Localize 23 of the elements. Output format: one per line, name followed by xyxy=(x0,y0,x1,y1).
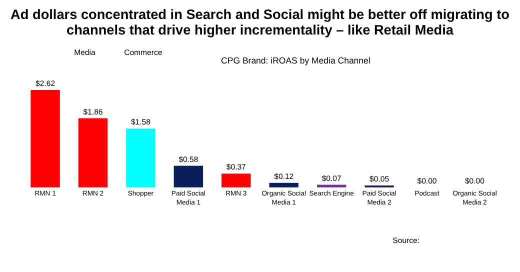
bar xyxy=(222,174,251,188)
text: Media xyxy=(74,48,96,57)
bar xyxy=(174,166,204,188)
data-label: $0.05 xyxy=(370,174,390,184)
text: Commerce xyxy=(124,48,162,57)
text: Ad dollars concentrated in Search and Social might be better off migrating to xyxy=(10,6,510,22)
data-label: $0.00 xyxy=(417,176,438,186)
data-label: $1.86 xyxy=(83,107,103,116)
bar xyxy=(269,182,298,188)
bar xyxy=(30,90,60,188)
data-label: $0.58 xyxy=(178,154,198,164)
data-label: $2.62 xyxy=(36,79,56,88)
data-label: $0.07 xyxy=(322,174,342,183)
bar xyxy=(316,184,346,188)
chart-subtitle: CPG Brand: iROAS by Media Channel xyxy=(221,56,370,66)
bar xyxy=(78,118,108,188)
data-label: $0.37 xyxy=(226,162,246,172)
text: channels that drive higher incrementality – like Retail Media xyxy=(66,22,454,38)
data-label: $1.58 xyxy=(130,118,150,127)
bar xyxy=(126,128,156,188)
data-label: $0.00 xyxy=(464,176,486,186)
source-note: Source: xyxy=(392,236,420,245)
data-label: $0.12 xyxy=(274,172,294,182)
